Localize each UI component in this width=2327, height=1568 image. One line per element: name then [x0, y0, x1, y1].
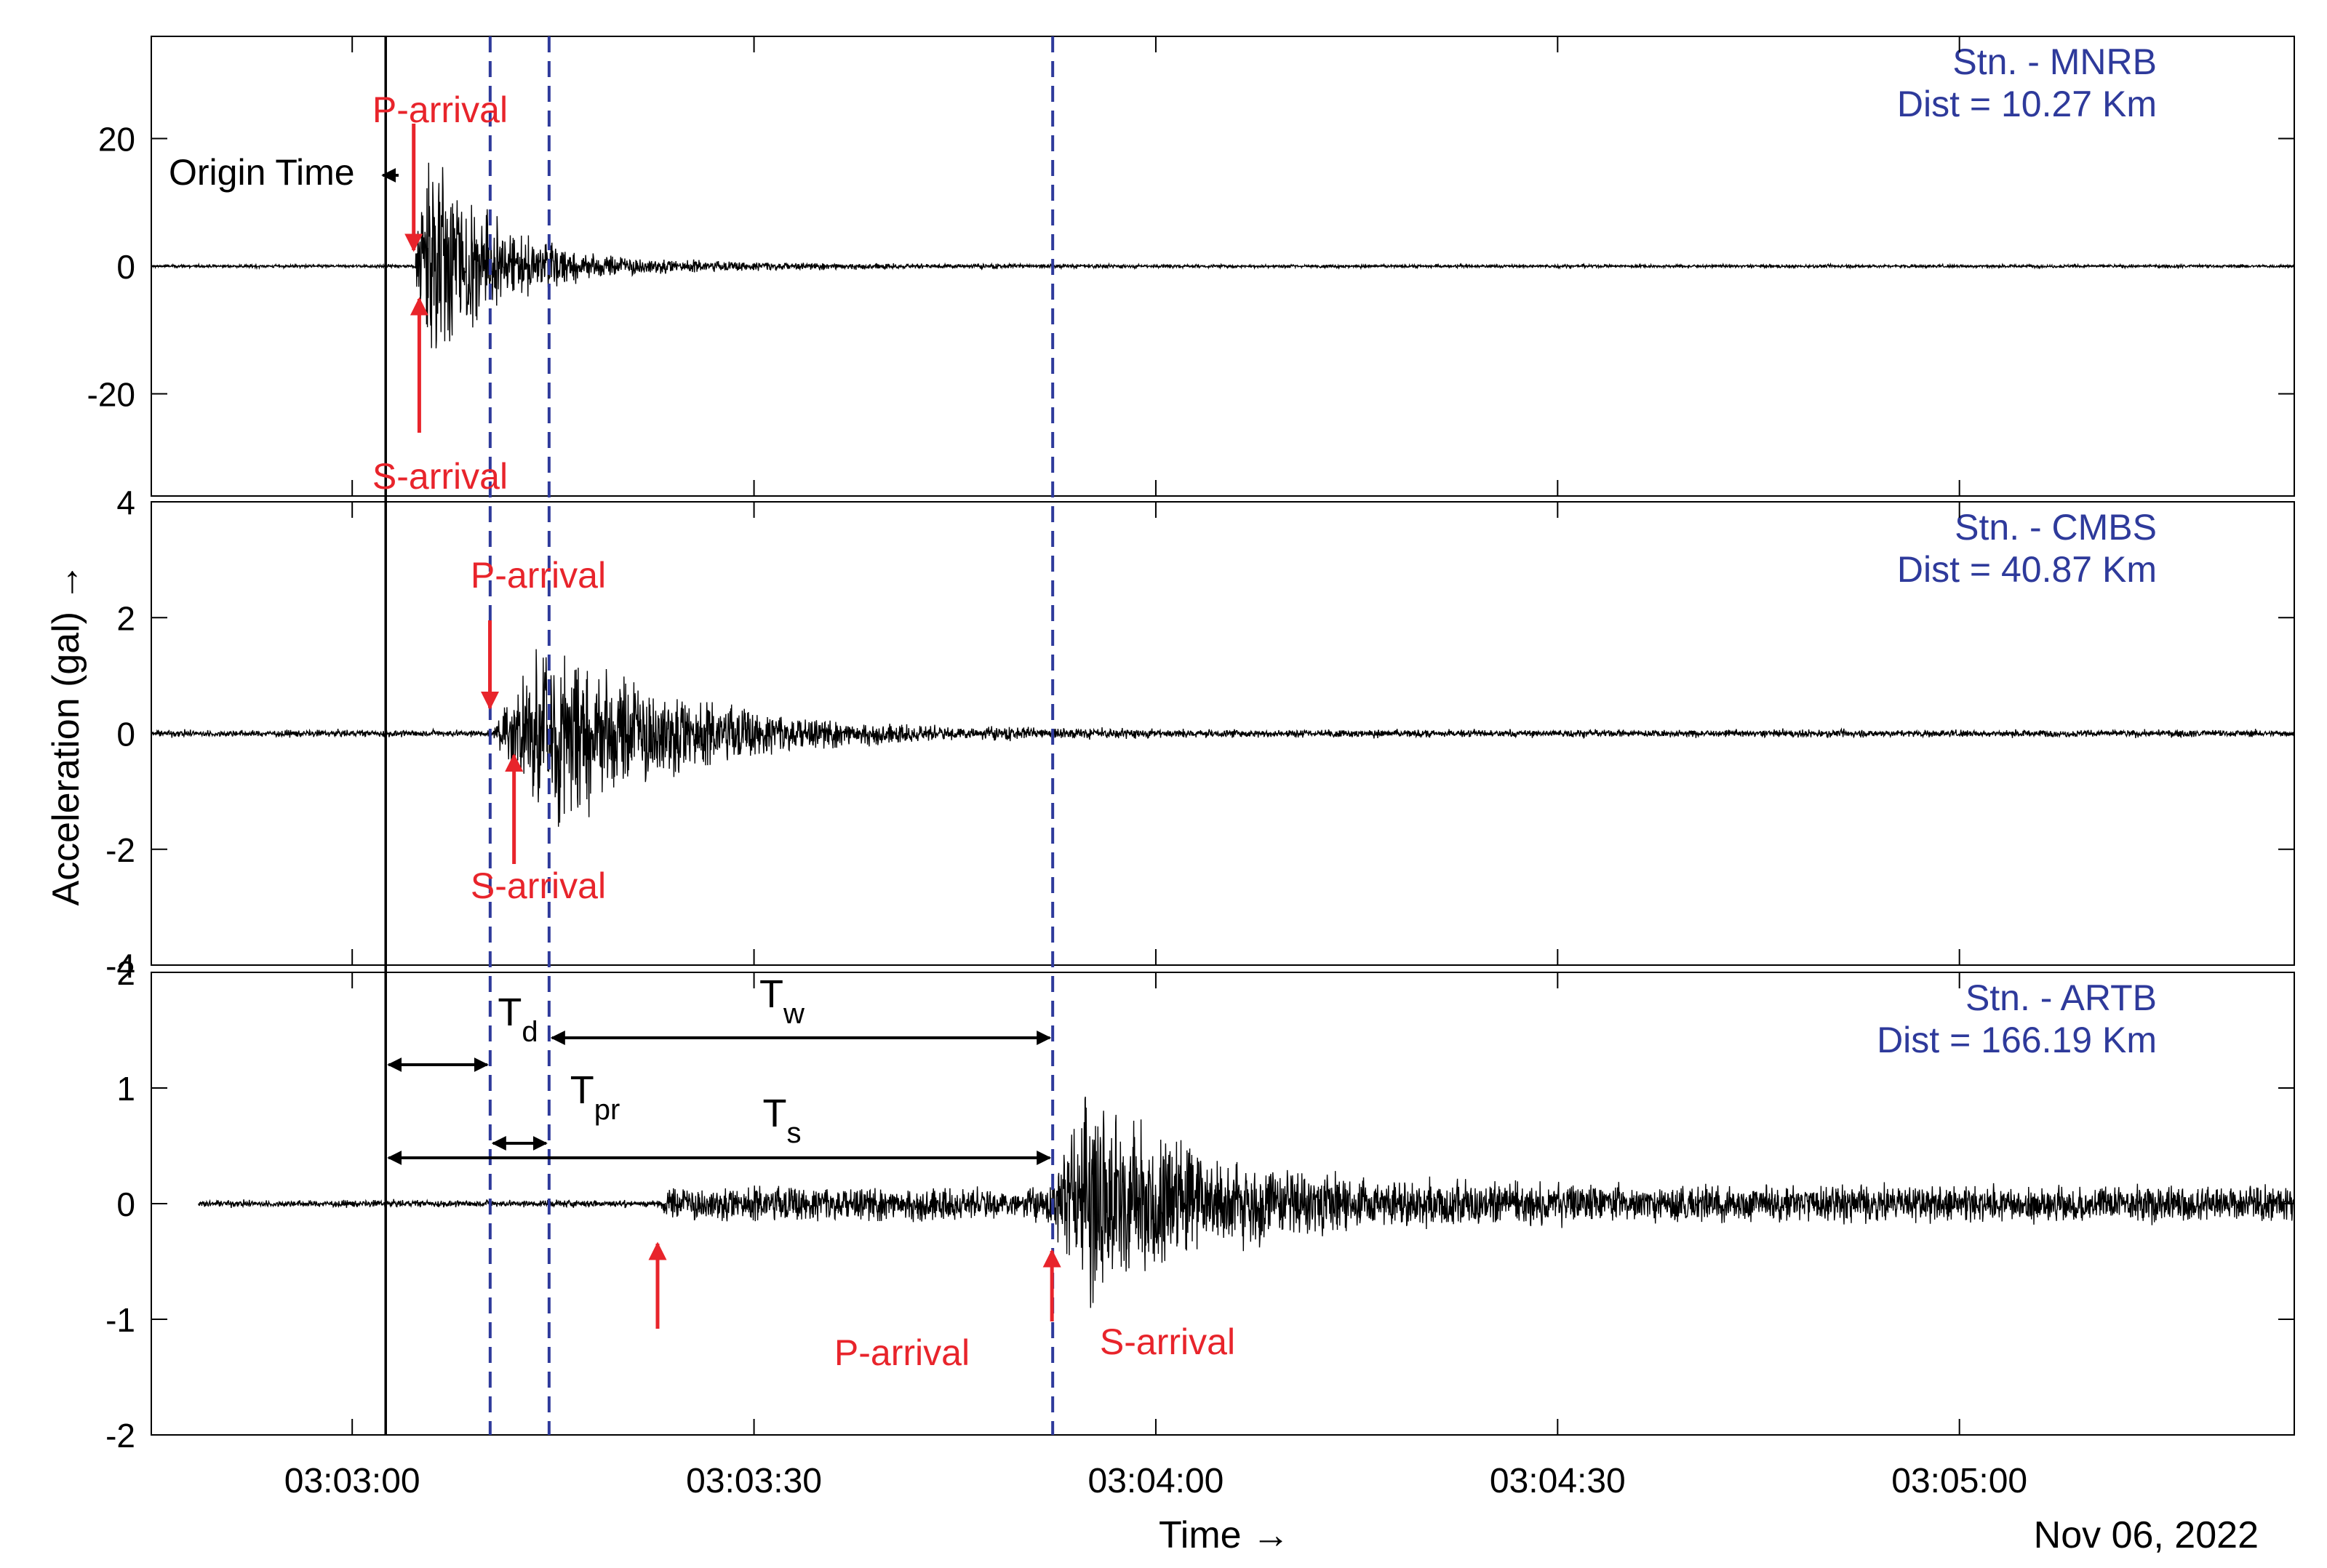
waveform-traces [151, 162, 2295, 1308]
date-label: Nov 06, 2022 [2034, 1514, 2259, 1556]
s-arrival-label: S-arrival [372, 456, 508, 497]
x-tick-label: 03:04:00 [1088, 1462, 1224, 1500]
y-tick-label: -20 [87, 376, 135, 414]
station-distance-1: Dist = 10.27 Km [1897, 84, 2157, 124]
interval-label-w: Tw [759, 972, 805, 1030]
x-tick-label: 03:05:00 [1891, 1462, 2027, 1500]
y-tick-label: 0 [116, 716, 135, 753]
origin-time-label: Origin Time [169, 152, 355, 193]
y-tick-label: 1 [116, 1070, 135, 1108]
marker-lines [384, 36, 1055, 1435]
y-tick-label: 20 [98, 120, 135, 158]
y-tick-label: 4 [116, 484, 135, 521]
station-name-3: Stn. - ARTB [1965, 977, 2157, 1018]
x-axis-label: Time → [1159, 1514, 1290, 1556]
x-tick-label: 03:03:00 [284, 1462, 420, 1500]
x-tick-label: 03:03:30 [686, 1462, 822, 1500]
p-arrival-label: P-arrival [834, 1332, 970, 1373]
y-axis-label: Acceleration (gal) → [45, 563, 87, 905]
y-tick-label: -2 [105, 1417, 135, 1455]
y-tick-label: -2 [105, 831, 135, 869]
y-tick-label: 2 [116, 599, 135, 637]
y-tick-label: -1 [105, 1301, 135, 1339]
station-name-1: Stn. - MNRB [1952, 41, 2157, 82]
station-distance-3: Dist = 166.19 Km [1877, 1020, 2157, 1060]
y-tick-label: 0 [116, 1185, 135, 1223]
waveform-trace-1 [151, 162, 2295, 349]
y-tick-label: 2 [116, 954, 135, 992]
s-arrival-label: S-arrival [1100, 1321, 1235, 1362]
waveform-trace-3 [197, 1096, 2295, 1308]
station-distance-2: Dist = 40.87 Km [1897, 549, 2157, 590]
y-tick-label: -4 [105, 947, 135, 985]
interval-label-s: Ts [763, 1092, 802, 1149]
interval-label-d: Td [498, 991, 538, 1048]
y-tick-label: 0 [116, 248, 135, 286]
p-arrival-label: P-arrival [471, 555, 606, 596]
x-tick-label: 03:04:30 [1490, 1462, 1626, 1500]
p-arrival-label: P-arrival [372, 89, 508, 130]
s-arrival-label: S-arrival [471, 865, 606, 906]
station-name-2: Stn. - CMBS [1955, 507, 2157, 548]
waveform-trace-2 [151, 649, 2295, 827]
interval-label-pr: Tpr [570, 1068, 620, 1126]
